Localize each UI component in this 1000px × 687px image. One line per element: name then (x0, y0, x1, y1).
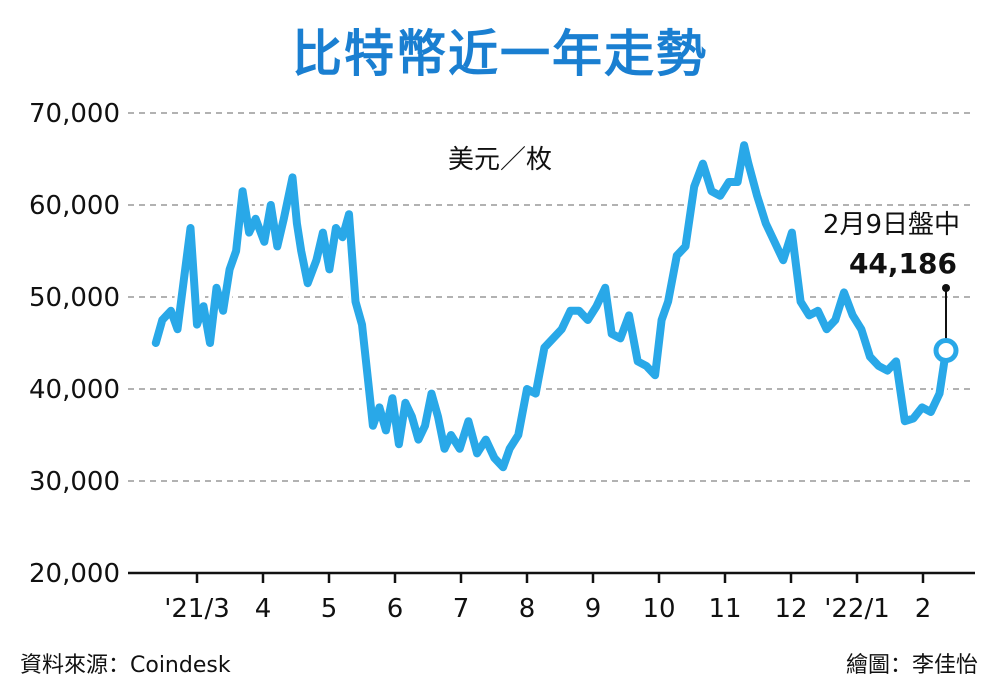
series-line-path (151, 141, 950, 472)
series-line (148, 138, 953, 475)
x-tick-label: 11 (708, 594, 741, 624)
x-tick-label: 7 (453, 594, 470, 624)
x-tick-label: 5 (321, 594, 338, 624)
chart-title: 比特幣近一年走勢 (292, 25, 708, 83)
unit-label: 美元／枚 (448, 145, 552, 175)
y-axis-tick-labels: 70,000 60,000 50,000 40,000 30,000 20,000 (29, 99, 120, 589)
series-halo (148, 138, 953, 475)
y-tick-label: 20,000 (29, 559, 120, 589)
y-tick-label: 70,000 (29, 99, 120, 129)
x-tick-label: 9 (585, 594, 602, 624)
credit-note: 繪圖：李佳怡 (845, 653, 978, 678)
x-tick-label: 10 (642, 594, 675, 624)
x-axis: '21/3 4 5 6 7 8 9 10 11 12 '22/1 2 (128, 571, 975, 624)
annotation-leader-dot (942, 284, 951, 292)
annotation-value: 44,186 (849, 247, 957, 280)
y-tick-label: 30,000 (29, 467, 120, 497)
x-tick-label: 2 (915, 594, 932, 624)
x-tick-label: 12 (774, 594, 807, 624)
annotation: 2月9日盤中 44,186 (823, 210, 960, 363)
gridlines (128, 112, 975, 482)
x-tick-label: 4 (255, 594, 272, 624)
source-note: 資料來源：Coindesk (20, 653, 231, 678)
y-tick-label: 40,000 (29, 375, 120, 405)
x-tick-label: '22/1 (824, 594, 890, 624)
annotation-marker (933, 337, 959, 363)
x-tick-label: 6 (387, 594, 404, 624)
y-tick-label: 50,000 (29, 283, 120, 313)
annotation-label: 2月9日盤中 (823, 210, 960, 240)
x-tick-label: '21/3 (164, 594, 230, 624)
y-tick-label: 60,000 (29, 191, 120, 221)
x-tick-label: 8 (519, 594, 536, 624)
